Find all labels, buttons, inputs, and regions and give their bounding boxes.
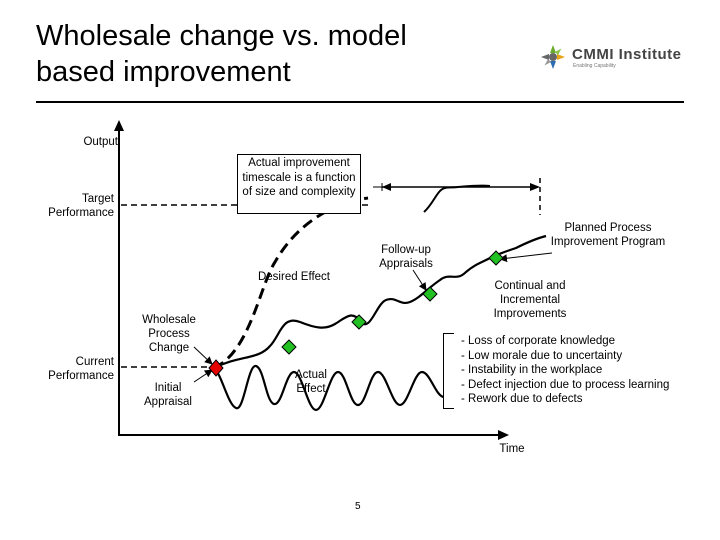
initial-appraisal-marker (208, 359, 224, 377)
x-axis (118, 430, 509, 440)
appraisal-marker-2 (351, 314, 367, 330)
x-axis-label: Time (499, 443, 525, 455)
initial-pointer (193, 369, 213, 383)
continual-improvements-label: Continual and Incremental Improvements (493, 280, 567, 320)
title-divider (36, 101, 684, 103)
wholesale-pointer (193, 346, 213, 365)
appraisal-marker-1 (281, 339, 297, 355)
desired-effect-curve (213, 196, 369, 370)
timescale-arrow (373, 183, 540, 191)
actual-effect-label: Actual Effect (295, 369, 327, 395)
current-performance-label: Current Performance (48, 356, 114, 382)
logo-icon (541, 45, 565, 69)
cmmi-institute-logo: CMMI Institute Enabling Capability (540, 42, 690, 74)
y-axis-label: Output (83, 136, 118, 148)
page-title: Wholesale change vs. model based improve… (36, 20, 407, 88)
followup-appraisals-label: Follow-up Appraisals (379, 244, 433, 270)
planned-pointer (499, 252, 553, 263)
page-number: 5 (355, 501, 361, 512)
issue-item: - Defect injection due to process learni… (461, 378, 670, 391)
appraisal-marker-4 (488, 250, 504, 266)
followup-pointer (412, 269, 427, 291)
issues-box: - Loss of corporate knowledge - Low mora… (443, 333, 703, 409)
desired-effect-label: Desired Effect (257, 271, 330, 283)
wholesale-change-label: Wholesale Process Change (142, 314, 196, 354)
issue-item: - Low morale due to uncertainty (461, 349, 623, 362)
planned-program-label: Planned Process Improvement Program (550, 222, 666, 248)
issue-item: - Rework due to defects (461, 393, 583, 405)
issue-item: - Loss of corporate knowledge (461, 335, 616, 347)
target-performance-label: Target Performance (48, 193, 114, 219)
logo-name: CMMI Institute (572, 46, 682, 63)
logo-tagline: Enabling Capability (573, 63, 616, 69)
issue-item: - Instability in the workplace (461, 364, 603, 376)
issues-bracket (443, 333, 454, 409)
planned-target-curve (423, 184, 491, 213)
initial-appraisal-label: Initial Appraisal (144, 382, 192, 408)
timescale-callout-box: Actual improvement timescale is a functi… (237, 154, 361, 214)
y-axis (114, 120, 124, 436)
appraisal-marker-3 (422, 286, 438, 302)
actual-effect-curve (213, 364, 445, 412)
